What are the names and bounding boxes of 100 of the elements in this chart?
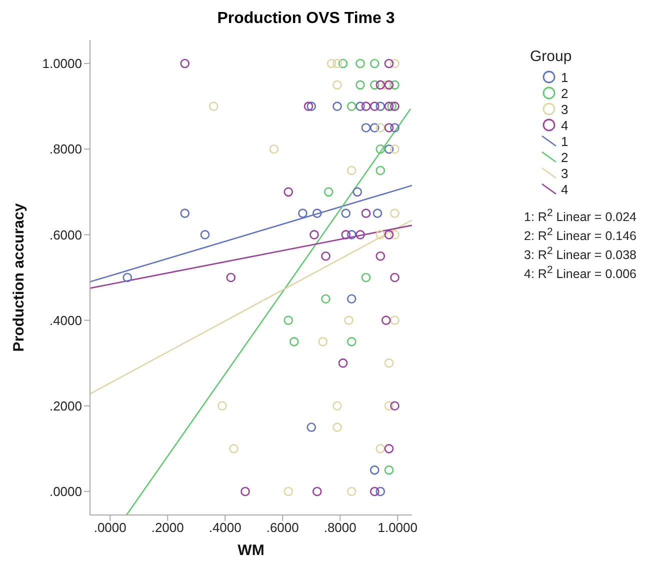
point <box>289 337 299 346</box>
legend-label: 3 <box>561 102 568 116</box>
point <box>376 486 386 496</box>
point <box>384 465 394 475</box>
point <box>376 144 386 154</box>
legend-label: 1 <box>561 134 568 148</box>
point <box>306 102 316 111</box>
point <box>387 102 397 111</box>
point <box>390 208 400 218</box>
y-tick-label: .0000 <box>49 484 82 500</box>
point <box>180 58 190 68</box>
point <box>344 316 354 325</box>
point <box>376 230 386 240</box>
point <box>361 123 371 132</box>
point <box>324 187 334 197</box>
point <box>341 230 351 240</box>
point <box>376 251 386 261</box>
point <box>332 102 342 111</box>
x-tick-label: .8000 <box>324 520 356 536</box>
point <box>384 102 394 111</box>
point <box>346 102 356 111</box>
legend-label: 1 <box>561 70 568 84</box>
point <box>180 208 190 218</box>
point <box>346 337 356 346</box>
legend-label: 2 <box>561 150 568 164</box>
point <box>332 58 342 68</box>
point <box>384 444 394 454</box>
point <box>332 401 342 411</box>
point <box>376 80 386 90</box>
point <box>370 80 380 90</box>
point <box>229 444 238 454</box>
point <box>370 486 380 496</box>
point <box>390 401 400 411</box>
point <box>384 401 394 411</box>
point <box>384 358 394 368</box>
x-tick-label: 1.0000 <box>378 520 418 536</box>
point <box>310 230 319 240</box>
point <box>338 58 348 68</box>
point <box>356 230 365 240</box>
point <box>326 58 336 68</box>
point <box>381 316 391 325</box>
text: 3: R$^{2}$ Linear = 0.038 <box>524 245 636 264</box>
point <box>370 123 380 132</box>
legend-label: 3 <box>561 166 568 180</box>
point <box>332 80 342 90</box>
point <box>390 316 400 325</box>
point <box>284 486 294 496</box>
point <box>390 102 400 111</box>
point <box>370 102 380 111</box>
point <box>356 58 365 68</box>
point <box>384 123 394 132</box>
point <box>384 230 394 240</box>
point <box>372 208 382 218</box>
point <box>226 272 236 282</box>
point <box>306 422 316 432</box>
text: 4: R$^{2}$ Linear = 0.006 <box>524 264 636 283</box>
point <box>346 486 356 496</box>
point <box>376 123 386 132</box>
y-tick-label: .2000 <box>49 398 82 414</box>
point <box>346 230 356 240</box>
x-tick-label: .0000 <box>94 520 126 536</box>
point <box>381 80 391 90</box>
point <box>370 465 380 475</box>
point <box>390 230 400 240</box>
point <box>384 80 394 90</box>
point <box>376 102 386 111</box>
legend-label: 2 <box>561 86 568 100</box>
point <box>390 123 400 132</box>
point <box>321 251 330 261</box>
point <box>208 102 218 111</box>
point <box>376 166 386 176</box>
point <box>332 422 342 432</box>
legend-label: 4 <box>561 182 568 196</box>
point <box>384 144 394 154</box>
point <box>390 58 400 68</box>
point <box>269 144 279 154</box>
point <box>376 444 386 454</box>
point <box>390 80 400 90</box>
point <box>312 486 322 496</box>
point <box>384 58 394 68</box>
point <box>341 208 351 218</box>
y-tick-label: .6000 <box>49 227 82 242</box>
point <box>338 358 348 368</box>
point <box>361 208 371 218</box>
x-tick-label: .2000 <box>151 520 184 536</box>
x-tick-label: .4000 <box>208 520 242 536</box>
point <box>200 230 210 240</box>
y-tick-label: .8000 <box>49 142 82 157</box>
point <box>122 272 132 282</box>
point <box>346 166 356 176</box>
legend-title: Group <box>530 48 573 65</box>
point <box>361 102 371 111</box>
point <box>390 144 400 154</box>
point <box>218 401 227 411</box>
point <box>284 187 294 197</box>
point <box>304 102 314 111</box>
point <box>298 208 308 218</box>
point <box>390 272 400 282</box>
text: 1: R$^{2}$ Linear = 0.024 <box>524 207 636 226</box>
point <box>361 272 371 282</box>
